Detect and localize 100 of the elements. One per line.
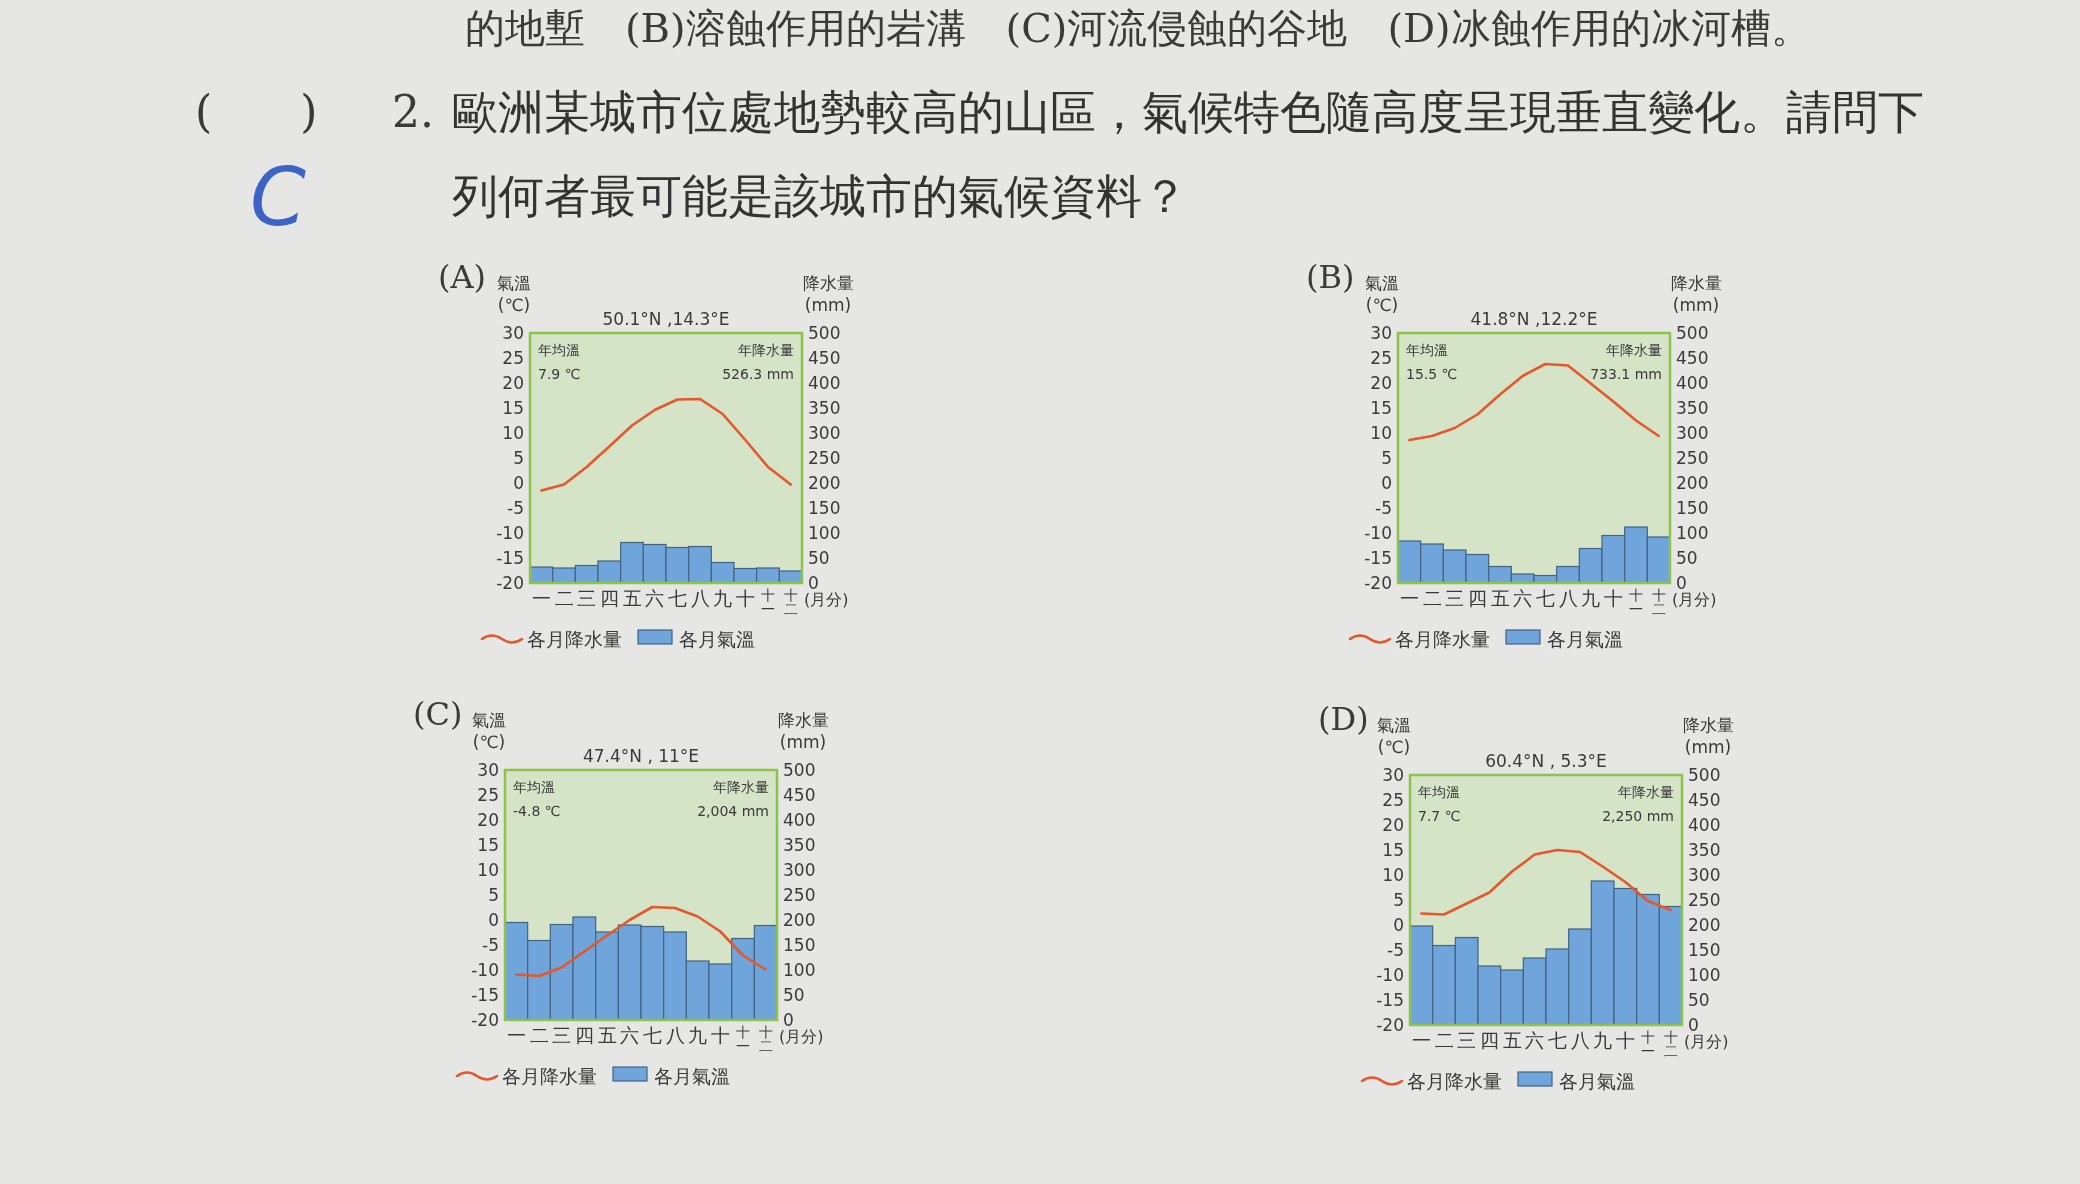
y-tick-label: 10	[502, 423, 524, 443]
y2-tick-label: 150	[808, 498, 841, 518]
y-tick-label: 0	[1393, 915, 1404, 935]
y2-axis-title: 降水量 (mm)	[802, 273, 854, 315]
x-tick-label: 五	[622, 587, 642, 609]
x-tick-label: 五	[1490, 587, 1510, 609]
y2-tick-label: 350	[808, 398, 841, 418]
x-tick-label: 十	[1603, 587, 1623, 609]
y2-tick-label: 200	[783, 910, 816, 930]
legend-label: 各月降水量	[1395, 628, 1490, 650]
y-tick-label: 15	[1382, 840, 1404, 860]
y-tick-label: -15	[1364, 548, 1392, 568]
line-series	[1420, 848, 1672, 916]
x-tick-label: 十二	[758, 1024, 773, 1054]
y2-tick-label: 100	[808, 523, 841, 543]
y-axis-title: 氣溫 (℃)	[1377, 715, 1411, 757]
y2-tick-label: 0	[1688, 1015, 1699, 1035]
chart-subtitle: (C)	[413, 695, 463, 733]
y-tick-label: 15	[477, 835, 499, 855]
y2-tick-label: 100	[1676, 523, 1709, 543]
y-tick-label: 20	[1370, 373, 1392, 393]
y2-tick-label: 500	[783, 760, 816, 780]
x-tick-label: 一	[1411, 1029, 1431, 1051]
y-tick-label: 25	[1370, 348, 1392, 368]
x-tick-label: 十一	[1641, 1029, 1655, 1059]
y2-tick-label: 300	[783, 860, 816, 880]
y2-tick-label: 250	[808, 448, 841, 468]
y2-tick-label: 200	[808, 473, 841, 493]
y-tick-label: -20	[1364, 573, 1392, 593]
annotation: 年降水量 2,250 mm	[1602, 784, 1674, 824]
x-tick-label: 六	[620, 1024, 640, 1046]
x-tick-label: 五	[1502, 1029, 1522, 1051]
y2-tick-label: 100	[1688, 965, 1721, 985]
chart-subtitle: (D)	[1318, 700, 1369, 738]
y-axis-title: 氣溫 (℃)	[1365, 273, 1399, 315]
chart-subtitle: (A)	[438, 258, 487, 296]
y-tick-label: -20	[471, 1010, 499, 1030]
line-series	[515, 905, 767, 978]
y-axis-title: 氣溫 (℃)	[472, 710, 506, 752]
x-tick-label: 八	[1570, 1029, 1590, 1051]
chart-title: 60.4°N , 5.3°E	[1485, 751, 1607, 771]
y-tick-label: 30	[1370, 323, 1392, 343]
y2-tick-label: 200	[1688, 915, 1721, 935]
y-tick-label: 25	[1382, 790, 1404, 810]
y2-tick-label: 450	[1688, 790, 1721, 810]
chart-title: 41.8°N ,12.2°E	[1470, 309, 1598, 329]
y2-tick-label: 0	[1676, 573, 1687, 593]
y2-tick-label: 450	[1676, 348, 1709, 368]
annotation: 年降水量 733.1 mm	[1590, 342, 1662, 382]
x-tick-label: 一	[1399, 587, 1419, 609]
x-tick-label: 九	[1581, 587, 1601, 609]
y2-tick-label: 100	[783, 960, 816, 980]
x-tick-label: 九	[713, 587, 733, 609]
y2-tick-label: 300	[1688, 865, 1721, 885]
legend-label: 各月氣溫	[679, 628, 755, 650]
y-axis-title: 氣溫 (℃)	[497, 273, 531, 315]
x-tick-label: 四	[1467, 587, 1487, 609]
y-tick-label: 25	[502, 348, 524, 368]
y-tick-label: -10	[1364, 523, 1392, 543]
y2-axis-title: 降水量 (mm)	[1670, 273, 1722, 315]
y2-tick-label: 0	[808, 573, 819, 593]
x-tick-label: 五	[597, 1024, 617, 1046]
x-tick-label: 十二	[783, 587, 798, 617]
y-tick-label: 30	[502, 323, 524, 343]
x-tick-label: 十	[1615, 1029, 1635, 1051]
y-tick-label: -5	[1387, 940, 1404, 960]
y-tick-label: -20	[496, 573, 524, 593]
x-tick-label: 六	[645, 587, 665, 609]
annotation: 年均溫 7.7 ℃	[1418, 784, 1461, 824]
x-tick-label: 二	[1434, 1029, 1454, 1051]
annotation: 年均溫 7.9 ℃	[538, 342, 581, 382]
y2-tick-label: 250	[1688, 890, 1721, 910]
y2-tick-label: 150	[1688, 940, 1721, 960]
chart-title: 50.1°N ,14.3°E	[602, 309, 730, 329]
y-tick-label: 20	[1382, 815, 1404, 835]
y2-tick-label: 200	[1676, 473, 1709, 493]
y2-tick-label: 50	[808, 548, 830, 568]
text: 歐洲某城市位處地勢較高的山區，氣候特色隨高度呈現垂直變化。請問下列何者最可能是該城市的氣候資料？	[452, 84, 1925, 225]
x-tick-label: 七	[667, 587, 687, 609]
y-tick-label: 10	[1370, 423, 1392, 443]
x-tick-label: 二	[529, 1024, 549, 1046]
x-tick-label: 十一	[1629, 587, 1643, 617]
y2-tick-label: 150	[783, 935, 816, 955]
x-tick-label: 六	[1513, 587, 1533, 609]
x-tick-label: 四	[599, 587, 619, 609]
x-tick-label: 一	[531, 587, 551, 609]
text: C	[250, 151, 306, 244]
line-series	[540, 397, 792, 492]
text: ( )	[195, 86, 318, 137]
x-tick-label: 十二	[1663, 1029, 1678, 1059]
y2-tick-label: 300	[1676, 423, 1709, 443]
y-tick-label: 5	[513, 448, 524, 468]
y-tick-label: 10	[477, 860, 499, 880]
y2-tick-label: 400	[783, 810, 816, 830]
y2-tick-label: 400	[808, 373, 841, 393]
chart-subtitle: (B)	[1306, 258, 1355, 296]
y-tick-label: 0	[488, 910, 499, 930]
y2-tick-label: 500	[1688, 765, 1721, 785]
y-tick-label: -5	[1375, 498, 1392, 518]
legend-label: 各月氣溫	[1547, 628, 1623, 650]
